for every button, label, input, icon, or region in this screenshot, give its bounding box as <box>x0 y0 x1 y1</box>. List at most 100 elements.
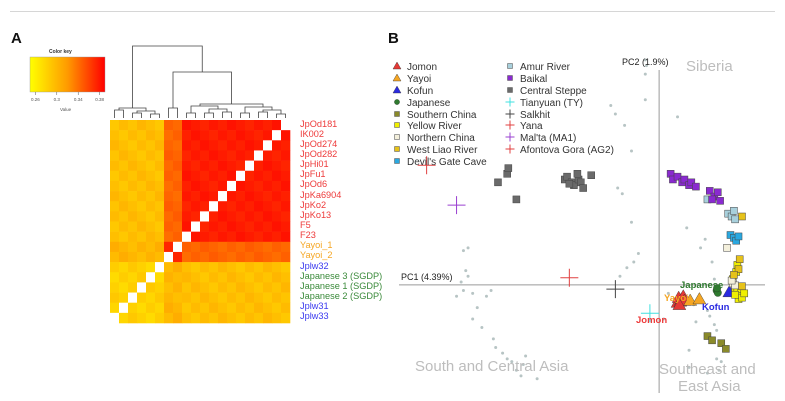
heatmap-cell <box>236 251 246 263</box>
heatmap-cell <box>263 170 273 182</box>
heatmap-cell <box>137 150 147 161</box>
point-amur-river <box>731 215 739 224</box>
heatmap-cell <box>281 231 291 243</box>
heatmap-cell <box>254 272 264 283</box>
heatmap-cell <box>164 170 174 182</box>
heatmap-cell <box>263 201 273 212</box>
region-label-siberia: Siberia <box>686 58 733 75</box>
heatmap-cell <box>236 140 246 151</box>
heatmap-cell <box>218 292 228 303</box>
heatmap-cell <box>200 221 210 232</box>
point-label-jomon: Jomon <box>636 315 668 326</box>
reference-sample-point <box>464 269 468 273</box>
legend-item: Yayoi <box>391 73 487 85</box>
heatmap-cell <box>119 282 129 293</box>
point-label-kofun: Kofun <box>702 302 730 313</box>
heatmap-cell <box>191 272 201 283</box>
heatmap-cell <box>119 191 129 202</box>
legend-circle-icon <box>391 97 403 110</box>
legend-marker <box>392 61 402 70</box>
legend-triangle-icon <box>391 61 403 74</box>
heatmap-cell <box>281 302 291 314</box>
heatmap-cell <box>182 312 192 324</box>
reference-sample-point <box>484 294 488 298</box>
heatmap-cell <box>236 130 246 141</box>
heatmap-cell <box>227 150 237 161</box>
heatmap-cell <box>110 180 120 192</box>
heatmap-cell <box>227 272 237 283</box>
heatmap-cell <box>173 150 183 161</box>
heatmap-cell <box>281 160 291 172</box>
heatmap-cell <box>200 292 210 303</box>
heatmap-cell <box>209 170 219 182</box>
heatmap-cell <box>263 231 273 243</box>
legend-marker <box>505 97 515 107</box>
heatmap-cell <box>218 201 228 212</box>
heatmap-cell <box>191 312 201 324</box>
reference-sample-point <box>613 112 617 116</box>
heatmap-cell <box>272 130 282 141</box>
heatmap-cell <box>227 221 237 232</box>
heatmap-cell <box>146 221 156 232</box>
reference-sample-point <box>461 289 465 293</box>
heatmap-cell <box>173 241 183 253</box>
heatmap-cell <box>236 170 246 182</box>
heatmap-row-label: Jplw31 <box>300 301 329 312</box>
heatmap-cell <box>272 251 282 263</box>
heatmap-cell <box>173 302 183 314</box>
heatmap-cell <box>263 130 273 141</box>
heatmap-cell <box>119 312 129 324</box>
reference-sample-point <box>491 337 495 341</box>
legend-square-icon <box>504 85 516 98</box>
heatmap-cell <box>281 150 291 161</box>
heatmap-cell <box>218 312 228 324</box>
point-southern-china <box>717 339 726 347</box>
heatmap-cell <box>173 201 183 212</box>
reference-sample-point <box>643 98 647 102</box>
point-central-steppe <box>512 195 521 204</box>
heatmap-cell <box>119 302 129 314</box>
point-southern-china <box>722 345 730 353</box>
heatmap-cell <box>137 160 147 172</box>
heatmap-cell <box>236 160 246 172</box>
heatmap-cell <box>200 140 210 151</box>
legend-marker <box>394 134 400 141</box>
heatmap-cell <box>128 191 138 202</box>
heatmap-cell <box>119 180 129 192</box>
heatmap-cell <box>254 130 264 141</box>
point-central-steppe <box>494 178 502 187</box>
heatmap-cell <box>263 282 273 293</box>
heatmap-cell <box>281 191 291 202</box>
point-baikal <box>714 188 722 197</box>
heatmap-cell <box>218 251 228 263</box>
heatmap-cell <box>281 221 291 232</box>
reference-sample-point <box>623 123 627 127</box>
heatmap-cell <box>200 231 210 243</box>
heatmap-cell <box>263 302 273 314</box>
legend-item: Northern China <box>391 132 487 144</box>
heatmap-cell <box>191 292 201 303</box>
heatmap-cell <box>164 231 174 243</box>
color-key-tick-label: 0.3 <box>53 97 60 102</box>
legend-marker <box>505 109 515 119</box>
legend-item: Kofun <box>391 85 487 97</box>
heatmap-cell <box>272 282 282 293</box>
legend-marker <box>507 75 513 81</box>
heatmap-cell <box>191 221 201 232</box>
heatmap-cell <box>182 251 192 263</box>
legend-square-icon <box>391 109 403 122</box>
heatmap-cell <box>182 241 192 253</box>
heatmap-cell <box>155 140 165 151</box>
point-baikal <box>716 197 724 205</box>
heatmap-cell <box>245 191 255 202</box>
point-japanese <box>713 284 722 293</box>
heatmap-cell <box>191 120 201 131</box>
heatmap-cell <box>227 292 237 303</box>
legend-label: Mal'ta (MA1) <box>520 133 577 145</box>
legend-marker <box>394 110 400 117</box>
heatmap-cell <box>236 262 246 273</box>
reference-sample-point <box>501 351 505 355</box>
heatmap-cell <box>155 251 165 263</box>
heatmap-cell <box>173 231 183 243</box>
point-west-liao-river <box>735 255 744 263</box>
